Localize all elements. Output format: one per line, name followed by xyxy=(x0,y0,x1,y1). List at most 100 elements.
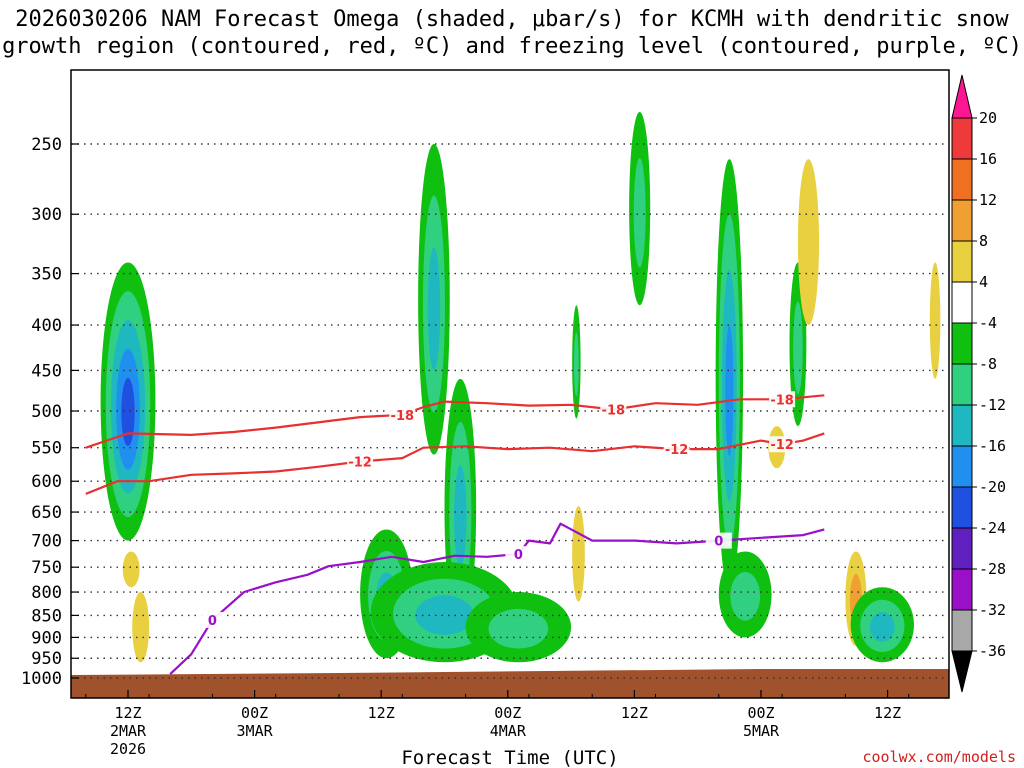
contour-dgz-minus18 xyxy=(85,394,825,449)
contour-label-bg xyxy=(769,391,796,408)
x-tick-date: 3MAR xyxy=(237,722,274,740)
omega-region-8-1 xyxy=(573,332,579,397)
x-tick-year: 2026 xyxy=(110,740,146,758)
contour-label-bg xyxy=(769,436,796,453)
x-tick-label: 12Z xyxy=(368,704,395,722)
omega-region-10-1 xyxy=(633,158,646,268)
colorbar-swatch xyxy=(951,527,973,570)
chart-title-line2: growth region (contoured, red, ºC) and f… xyxy=(2,34,1022,59)
contour-label: -12 xyxy=(348,455,372,470)
contour-label-bg xyxy=(505,546,532,563)
colorbar-swatch xyxy=(951,568,973,611)
colorbar-label: -28 xyxy=(979,560,1006,578)
colorbar-label: 20 xyxy=(979,109,997,127)
contour-label-bg xyxy=(705,532,732,549)
colorbar: 20 16 12 8 4 -4 -8 -12 -16 -20 -24 -28 -32 -36 xyxy=(951,74,1006,693)
y-tick-label: 550 xyxy=(31,439,62,459)
y-tick-label: 1000 xyxy=(21,669,62,689)
omega-region-18-0 xyxy=(929,262,941,379)
colorbar-bottom-arrow xyxy=(951,650,973,693)
contour-dgz-minus12 xyxy=(85,432,825,495)
contour-label: -12 xyxy=(770,438,794,453)
contour-label: 0 xyxy=(514,548,523,563)
y-tick-label: 250 xyxy=(31,135,62,155)
y-tick-label: 400 xyxy=(31,316,62,336)
y-tick-label: 350 xyxy=(31,265,62,285)
plot-area xyxy=(71,70,949,698)
y-tick-label: 600 xyxy=(31,472,62,492)
contour-label: -18 xyxy=(602,403,626,418)
contour-label-bg xyxy=(347,453,374,470)
omega-region-15-0 xyxy=(797,159,820,326)
x-tick-label: 12Z xyxy=(114,704,141,722)
y-axis: 2503003504004505005506006507007508008509… xyxy=(21,135,79,689)
colorbar-swatch xyxy=(951,158,973,201)
omega-region-5-2 xyxy=(454,465,467,567)
colorbar-swatch xyxy=(951,445,973,488)
colorbar-label: -12 xyxy=(979,396,1006,414)
y-tick-label: 650 xyxy=(31,503,62,523)
y-tick-label: 850 xyxy=(31,606,62,626)
y-tick-label: 300 xyxy=(31,205,62,225)
colorbar-label: 12 xyxy=(979,191,997,209)
colorbar-label: -36 xyxy=(979,642,1006,660)
y-tick-label: 950 xyxy=(31,649,62,669)
terrain-band xyxy=(71,669,949,698)
x-tick-date: 5MAR xyxy=(743,722,780,740)
contour-layer: -18 -18 -18 -12 -12 -12 0 0 0 xyxy=(85,391,825,675)
y-tick-label: 900 xyxy=(31,628,62,648)
x-tick-label: 12Z xyxy=(874,704,901,722)
contour-label: -18 xyxy=(391,409,415,424)
colorbar-swatch xyxy=(951,199,973,242)
y-tick-label: 750 xyxy=(31,558,62,578)
omega-region-1-0 xyxy=(122,551,140,588)
contour-label-bg xyxy=(600,401,627,418)
colorbar-swatch xyxy=(951,322,973,365)
colorbar-label: -8 xyxy=(979,355,997,373)
omega-region-6-2 xyxy=(415,595,474,635)
x-tick-label: 00Z xyxy=(747,704,774,722)
y-tick-label: 800 xyxy=(31,583,62,603)
colorbar-label: -32 xyxy=(979,601,1006,619)
colorbar-label: -16 xyxy=(979,437,1006,455)
omega-region-4-2 xyxy=(427,247,441,370)
x-tick-label: 00Z xyxy=(494,704,521,722)
contour-label-bg xyxy=(199,611,226,628)
omega-region-2-0 xyxy=(132,592,150,663)
colorbar-swatch xyxy=(951,363,973,406)
colorbar-swatch xyxy=(951,486,973,529)
x-tick-label: 12Z xyxy=(621,704,648,722)
contour-label: 0 xyxy=(208,614,217,629)
omega-region-17-2 xyxy=(869,612,895,642)
colorbar-swatch xyxy=(951,240,973,283)
x-tick-date: 2MAR xyxy=(110,722,147,740)
colorbar-label: -20 xyxy=(979,478,1006,496)
omega-region-7-1 xyxy=(488,608,549,649)
colorbar-label: 8 xyxy=(979,232,988,250)
chart-title: 2026030206 NAM Forecast Omega (shaded, μ… xyxy=(15,7,1009,32)
contour-label: -18 xyxy=(770,393,794,408)
colorbar-label: -4 xyxy=(979,314,997,332)
plot-frame xyxy=(70,69,950,699)
contour-label: -12 xyxy=(665,443,689,458)
omega-region-0-4 xyxy=(121,377,135,447)
y-tick-label: 500 xyxy=(31,402,62,422)
contour-label-bg xyxy=(663,441,690,458)
y-tick-label: 450 xyxy=(31,361,62,381)
colorbar-swatch xyxy=(951,117,973,160)
omega-region-11-3 xyxy=(725,325,734,457)
x-axis-label: Forecast Time (UTC) xyxy=(401,747,618,768)
x-tick-date: 4MAR xyxy=(490,722,527,740)
colorbar-label: -24 xyxy=(979,519,1006,537)
colorbar-swatch xyxy=(951,404,973,447)
y-tick-label: 700 xyxy=(31,532,62,552)
omega-region-14-1 xyxy=(793,301,803,395)
contour-freezing-level xyxy=(169,522,825,675)
contour-label-bg xyxy=(389,406,416,423)
omega-region-12-1 xyxy=(730,572,761,621)
colorbar-label: 4 xyxy=(979,273,988,291)
credit-text[interactable]: coolwx.com/models xyxy=(862,748,1016,766)
colorbar-swatch xyxy=(951,609,973,652)
colorbar-swatch xyxy=(951,281,973,324)
